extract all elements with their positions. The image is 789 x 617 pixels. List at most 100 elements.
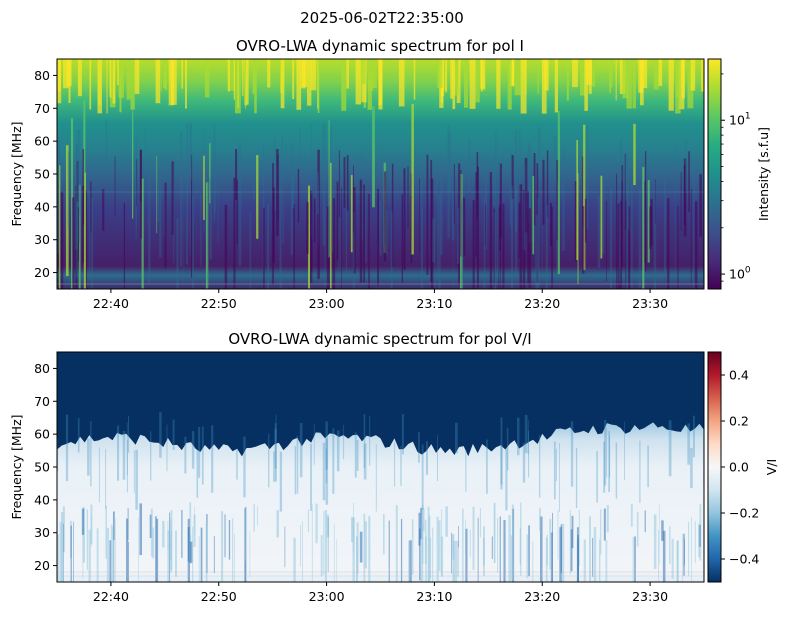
heatmap-streak xyxy=(508,515,511,582)
heatmap-streak xyxy=(363,414,366,469)
heatmap-streak xyxy=(300,525,301,567)
x-tick-label: 23:00 xyxy=(309,589,345,604)
heatmap-streak xyxy=(430,159,433,282)
heatmap-streak xyxy=(379,201,382,256)
heatmap-streak xyxy=(583,539,586,582)
heatmap-streak xyxy=(422,505,424,564)
heatmap-streak xyxy=(422,209,423,289)
heatmap-streak xyxy=(356,536,358,582)
heatmap-streak xyxy=(522,189,526,289)
heatmap-streak xyxy=(677,206,679,289)
heatmap-streak xyxy=(600,509,602,555)
heatmap-streak xyxy=(411,519,414,575)
heatmap-streak xyxy=(311,504,313,582)
heatmap-streak xyxy=(275,414,277,482)
heatmap-streak xyxy=(244,59,249,105)
heatmap-streak xyxy=(429,537,432,579)
heatmap-streak xyxy=(198,536,200,582)
heatmap-streak xyxy=(276,510,280,538)
heatmap-streak xyxy=(694,201,698,289)
heatmap-streak xyxy=(375,444,377,512)
panel-pol-i: OVRO-LWA dynamic spectrum for pol I 22:4… xyxy=(9,37,771,311)
heatmap-streak xyxy=(322,442,326,501)
heatmap-streak xyxy=(527,142,531,223)
heatmap-streak xyxy=(184,436,187,474)
heatmap-streak xyxy=(603,441,606,493)
heatmap-streak xyxy=(675,59,679,98)
heatmap-streak xyxy=(561,523,565,582)
heatmap-streak xyxy=(267,59,271,88)
heatmap-streak xyxy=(331,189,334,253)
heatmap-streak xyxy=(507,59,512,110)
heatmap-streak xyxy=(687,423,690,465)
heatmap-streak xyxy=(460,170,462,257)
heatmap-streak xyxy=(630,181,633,289)
heatmap-streak xyxy=(224,204,228,289)
heatmap-streak xyxy=(451,532,452,574)
heatmap-streak xyxy=(483,196,486,289)
heatmap-streak xyxy=(528,146,532,243)
heatmap-streak xyxy=(294,446,297,495)
heatmap-streak xyxy=(421,444,424,510)
heatmap-streak xyxy=(685,140,687,191)
heatmap-streak xyxy=(608,431,611,493)
y-tick-label: 20 xyxy=(34,558,50,573)
heatmap-streak xyxy=(440,177,443,256)
heatmap-streak xyxy=(323,511,325,575)
y-axis-ticks: 20 30 40 50 60 70 80 xyxy=(34,68,57,280)
heatmap-streak xyxy=(364,521,367,569)
heatmap-streak xyxy=(213,536,215,574)
heatmap-streak xyxy=(420,507,423,540)
heatmap-streak xyxy=(524,414,528,454)
colorbar-ticks: 100 101 xyxy=(721,73,751,282)
heatmap-streak xyxy=(227,59,231,92)
heatmap-streak xyxy=(483,526,485,577)
heatmap-streak xyxy=(462,197,466,257)
heatmap-streak xyxy=(479,508,481,538)
heatmap-streak xyxy=(532,541,534,582)
heatmap-streak xyxy=(576,527,579,582)
heatmap-streak xyxy=(276,149,279,236)
figure-suptitle: 2025-06-02T22:35:00 xyxy=(300,9,464,27)
heatmap-streak xyxy=(445,506,448,537)
heatmap-streak xyxy=(626,59,632,109)
heatmap-streak xyxy=(628,206,631,289)
heatmap-streak xyxy=(190,125,191,255)
heatmap-streak xyxy=(582,206,585,274)
heatmap-streak xyxy=(213,123,216,221)
heatmap-streak xyxy=(79,164,82,215)
heatmap-streak xyxy=(498,207,499,289)
heatmap-streak xyxy=(352,165,354,233)
heatmap-streak xyxy=(155,59,161,104)
heatmap-streak xyxy=(249,212,252,289)
heatmap-streak xyxy=(130,59,135,110)
heatmap-streak xyxy=(693,171,695,289)
heatmap-streak xyxy=(273,451,275,482)
heatmap-streak xyxy=(400,518,403,582)
heatmap-streak xyxy=(621,165,624,268)
heatmap-streak xyxy=(167,521,169,550)
heatmap-streak xyxy=(185,59,187,109)
heatmap-streak xyxy=(450,59,454,99)
heatmap-streak xyxy=(383,171,387,261)
heatmap-streak xyxy=(502,203,505,289)
heatmap-streak xyxy=(633,123,636,186)
heatmap-streak xyxy=(520,59,527,114)
heatmap-streak xyxy=(452,59,458,88)
heatmap-streak xyxy=(363,513,366,582)
heatmap-streak xyxy=(90,504,93,545)
heatmap-streak xyxy=(596,451,598,503)
heatmap-streak xyxy=(391,163,394,267)
heatmap-streak xyxy=(668,420,672,477)
heatmap-streak xyxy=(493,208,495,287)
heatmap-streak xyxy=(126,518,129,582)
colorbar-tick-label: 101 xyxy=(729,112,751,128)
heatmap-streak xyxy=(191,431,195,469)
heatmap-streak xyxy=(527,191,529,285)
heatmap-streak xyxy=(211,425,214,493)
heatmap-streak xyxy=(578,509,580,567)
heatmap-streak xyxy=(57,59,62,104)
heatmap-streak xyxy=(456,59,461,104)
heatmap-streak xyxy=(619,201,623,289)
y-tick-label: 70 xyxy=(34,101,50,116)
